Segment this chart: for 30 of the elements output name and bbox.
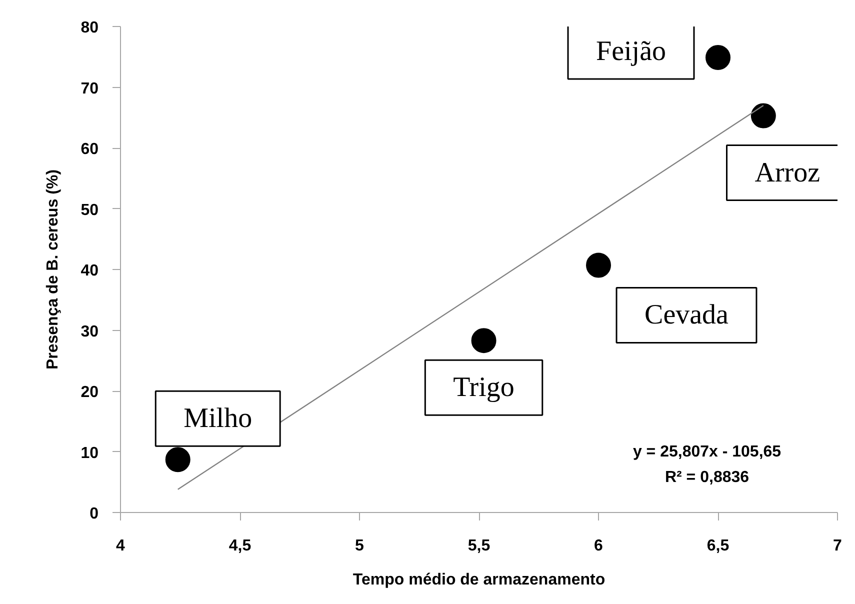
point (750, 103, 776, 128)
y-tick-label: 70 (80, 80, 99, 98)
point (586, 252, 611, 278)
y-tick-label: 40 (80, 262, 99, 280)
annotation: Feijão (596, 36, 666, 67)
y-tick-label: 30 (80, 323, 99, 340)
x-tick-label: 6,5 (706, 538, 730, 554)
x-tick-label: 4 (116, 538, 126, 554)
point (706, 45, 730, 70)
y-tick-label: 10 (80, 444, 99, 462)
x-axis-title: Tempo médio de armazenamento (352, 572, 606, 588)
annotation: Arroz (754, 157, 820, 188)
y-axis-title: Presença de B. cereus (%) (44, 169, 62, 370)
annotation: Milho (184, 403, 252, 434)
annotation: Cevada (644, 300, 730, 331)
x-tick-label: 7 (833, 538, 842, 554)
annotation: y = 25,807x - 105,65 (632, 444, 782, 461)
y-tick-label: 0 (90, 506, 99, 522)
x-tick-label: 6 (594, 538, 604, 554)
y-tick-label: 20 (80, 384, 99, 401)
x-tick-label: 5,5 (468, 538, 490, 554)
y-tick-label: 60 (80, 141, 99, 158)
annotation: R² = 0,8836 (664, 469, 750, 486)
y-tick-label: 50 (80, 202, 99, 219)
x-tick-label: 5 (355, 538, 364, 554)
point (471, 328, 496, 354)
x-tick-label: 4,5 (228, 538, 252, 554)
annotation: Trigo (453, 372, 514, 404)
y-tick-label: 80 (80, 20, 99, 36)
point (165, 447, 190, 472)
